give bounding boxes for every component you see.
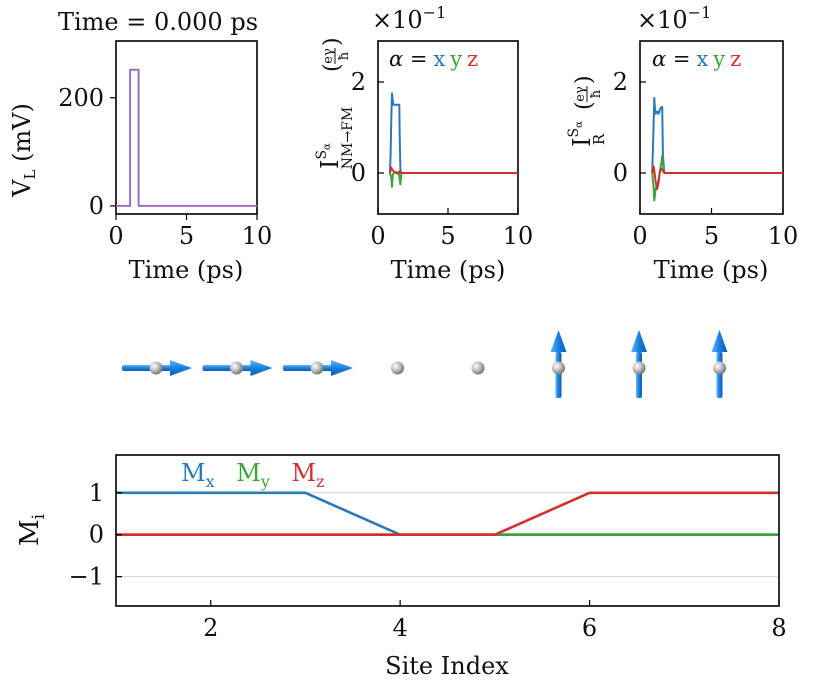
voltage-series-voltage — [116, 68, 257, 207]
svg-text:(: ( — [320, 63, 345, 72]
atom-icon — [713, 361, 726, 375]
svg-text:eγ: eγ — [573, 86, 588, 102]
current-r-marks: 0 5 10 0 2 — [613, 68, 799, 250]
voltage-ytick-label: 200 — [58, 84, 104, 112]
voltage-marks: 0 5 10 0 200 — [58, 68, 273, 250]
current-nm-fm-legend: α = x y z — [389, 47, 478, 71]
current_r-series-x — [651, 96, 783, 174]
spin-arrow-z-icon — [711, 330, 728, 352]
current_nm_fm-ytick-label: 2 — [351, 68, 366, 96]
atom-icon — [632, 361, 646, 375]
svg-text:ħ: ħ — [337, 51, 352, 60]
spin-site-3 — [283, 360, 353, 376]
voltage-panel: Time = 0.000 ps 0 5 10 0 200 Time (ps) VL (m… — [8, 8, 272, 284]
magnetization-ytick-label: 0 — [89, 521, 104, 549]
spin-arrow-shaft — [202, 365, 253, 371]
current-r-legend: α = x y z — [652, 47, 741, 71]
spin-arrow-shaft — [716, 352, 723, 398]
current_r-xtick-label: 5 — [704, 222, 719, 250]
current_nm_fm-xtick-label: 5 — [440, 222, 455, 250]
voltage-xlabel: Time (ps) — [129, 256, 244, 284]
magnetization-xtick-label: 6 — [582, 614, 597, 642]
atom-icon — [149, 361, 163, 375]
current_nm_fm-xtick-label: 10 — [503, 222, 534, 250]
current_r-series-y — [651, 154, 783, 202]
current_nm_fm-series-x — [388, 92, 518, 174]
atom-icon — [310, 361, 324, 375]
atom-icon — [391, 361, 404, 375]
current-r-xlabel: Time (ps) — [654, 256, 769, 284]
current_r-xtick-label: 10 — [768, 222, 799, 250]
current_nm_fm-series-y — [388, 171, 518, 188]
current-nm-fm-xlabel: Time (ps) — [391, 256, 506, 284]
svg-text:ħ: ħ — [589, 89, 604, 98]
spin-site-8 — [711, 330, 728, 398]
magnetization-xtick-label: 8 — [771, 614, 786, 642]
magnetization-axes-frame — [115, 454, 780, 607]
magnetization-legend: Mx My Mz — [181, 459, 325, 493]
voltage-ylabel: VL (mV) — [8, 103, 39, 198]
spin-arrow-z-icon — [550, 330, 567, 352]
spin-site-2 — [202, 360, 273, 376]
spin-arrow-shaft — [283, 365, 333, 371]
current_r-ytick-label: 0 — [613, 159, 628, 187]
spin-arrow-x-icon — [170, 360, 192, 376]
current_r-ytick-label: 2 — [613, 68, 628, 96]
magnetization-ytick-label: 1 — [89, 479, 104, 507]
magnetization-xtick-label: 4 — [393, 614, 408, 642]
current-r-ylabel: ISαR ( eγ ħ ) — [566, 75, 608, 147]
current-nm-fm-panel: ×10−1 0 5 10 0 2 α = x y z Time (ps) ISα NM→FM (… — [314, 3, 533, 284]
current_nm_fm-series-z — [388, 166, 518, 174]
voltage-title: Time = 0.000 ps — [58, 8, 258, 36]
spin-site-4 — [391, 361, 404, 375]
voltage-xtick-label: 10 — [242, 222, 273, 250]
magnetization-series-x — [116, 491, 779, 537]
svg-text:(: ( — [572, 101, 597, 110]
spin-site-5 — [471, 361, 485, 375]
svg-text:ISαR: ISαR — [566, 121, 608, 147]
spin-arrow-x-icon — [250, 360, 273, 376]
current-nm-fm-ylabel: ISα NM→FM ( eγ ħ ) — [314, 37, 356, 169]
atom-icon — [552, 361, 565, 375]
magnetization-marks: 2 4 6 8 −1 0 1 — [69, 479, 787, 642]
current-nm-fm-marks: 0 5 10 0 2 — [351, 68, 534, 250]
spin-arrow-z-icon — [631, 330, 647, 352]
current-nm-fm-scale-label: ×10−1 — [372, 3, 446, 34]
current_r-xtick-label: 0 — [632, 222, 647, 250]
svg-text:): ) — [320, 37, 345, 46]
current_r-series-z — [651, 165, 783, 190]
current-r-panel: ×10−1 0 5 10 0 2 α = x y z Time (ps) ISαR ( eγ … — [566, 3, 798, 284]
voltage-xtick-label: 0 — [108, 222, 123, 250]
spin-site-1 — [122, 360, 192, 376]
current_nm_fm-ytick-label: 0 — [351, 159, 366, 187]
magnetization-xtick-label: 2 — [203, 614, 218, 642]
spin-site-6 — [550, 330, 567, 398]
spin-arrow-shaft — [636, 352, 642, 398]
magnetization-series-z — [116, 491, 779, 537]
magnetization-ylabel: Mi — [15, 513, 49, 546]
magnetization-xlabel: Site Index — [385, 652, 509, 680]
voltage-xtick-label: 5 — [179, 222, 194, 250]
magnetization-ytick-label: −1 — [69, 563, 104, 591]
spin-arrow-x-icon — [331, 360, 353, 376]
spin-chain — [122, 330, 728, 398]
magnetization-panel: 2 4 6 8 −1 0 1 Mx My Mz Site Index Mi — [15, 454, 787, 680]
voltage-axes-frame — [115, 40, 258, 215]
current_nm_fm-xtick-label: 0 — [370, 222, 385, 250]
spin-arrow-shaft — [122, 365, 172, 371]
spin-arrow-shaft — [555, 352, 562, 398]
atom-icon — [230, 361, 243, 375]
voltage-ytick-label: 0 — [89, 192, 104, 220]
svg-text:): ) — [572, 75, 597, 84]
atom-icon — [471, 361, 485, 375]
svg-text:eγ: eγ — [321, 48, 336, 64]
spin-site-7 — [631, 330, 647, 398]
current-r-scale-label: ×10−1 — [637, 3, 711, 34]
